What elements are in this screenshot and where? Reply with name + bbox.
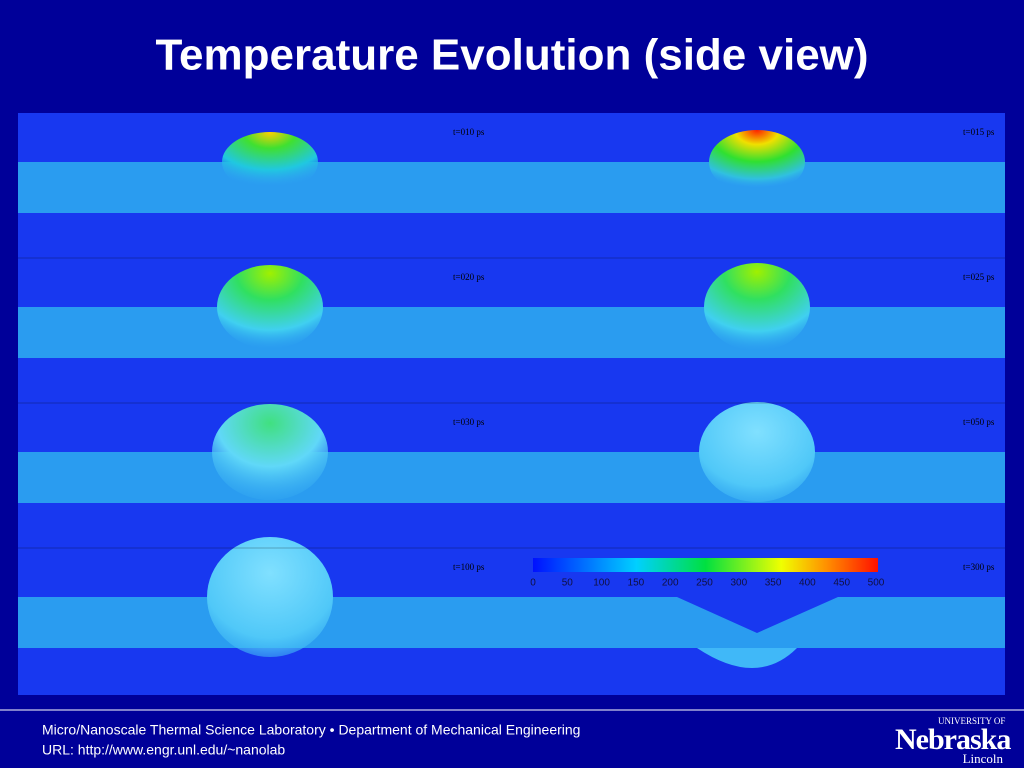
panel-label: t=100 ps <box>453 562 485 572</box>
heated-zone <box>222 132 318 192</box>
colorbar-tick-label: 350 <box>765 578 782 589</box>
logo-top: UNIVERSITY OF <box>938 716 1005 726</box>
panel: t=020 ps <box>18 257 495 403</box>
heated-zone <box>217 265 323 349</box>
heated-zone <box>704 263 810 351</box>
colorbar-tick-label: 300 <box>730 578 747 589</box>
logo-name: Nebraska <box>895 723 1011 756</box>
colorbar-tick-label: 450 <box>833 578 850 589</box>
panel-label: t=050 ps <box>963 417 995 427</box>
panel-label: t=030 ps <box>453 417 485 427</box>
colorbar-ticks: 0 50 100 150 200 250 300 350 400 450 500 <box>530 578 885 589</box>
colorbar-tick-label: 500 <box>868 578 885 589</box>
colorbar-tick-label: 400 <box>799 578 816 589</box>
colorbar-tick-label: 50 <box>562 578 574 589</box>
panel-label: t=025 ps <box>963 272 995 282</box>
panel-label: t=020 ps <box>453 272 485 282</box>
colorbar-tick-label: 150 <box>628 578 645 589</box>
panel: t=010 ps <box>18 113 495 258</box>
colorbar-tick-label: 0 <box>530 578 536 589</box>
heated-zone <box>207 537 333 657</box>
panel: t=015 ps <box>495 113 1005 258</box>
panels: t=010 ps t=015 ps t=020 ps t=025 ps t=030 ps… <box>18 113 1005 693</box>
panel-label: t=015 ps <box>963 127 995 137</box>
panel: t=050 ps <box>495 402 1005 548</box>
colorbar-tick-label: 200 <box>662 578 679 589</box>
panel: t=025 ps <box>495 257 1005 403</box>
panel-label: t=010 ps <box>453 127 485 137</box>
heated-zone <box>212 404 328 500</box>
panel-label: t=300 ps <box>963 562 995 572</box>
colorbar <box>533 558 878 572</box>
crater <box>677 593 847 633</box>
panel: t=030 ps <box>18 402 495 548</box>
footer-line: Micro/Nanoscale Thermal Science Laborato… <box>42 722 580 738</box>
colorbar-tick-label: 100 <box>593 578 610 589</box>
heated-zone <box>709 130 805 194</box>
panel: t=300 ps <box>495 547 1005 693</box>
heated-zone <box>699 402 815 502</box>
logo-campus: Lincoln <box>963 751 1004 766</box>
panel: t=100 ps <box>18 537 495 693</box>
ejecta <box>697 648 797 668</box>
colorbar-tick-label: 250 <box>696 578 713 589</box>
slide-title: Temperature Evolution (side view) <box>155 31 868 80</box>
logo: UNIVERSITY OF Nebraska Lincoln <box>895 716 1012 766</box>
footer-url: URL: http://www.engr.unl.edu/~nanolab <box>42 742 285 758</box>
